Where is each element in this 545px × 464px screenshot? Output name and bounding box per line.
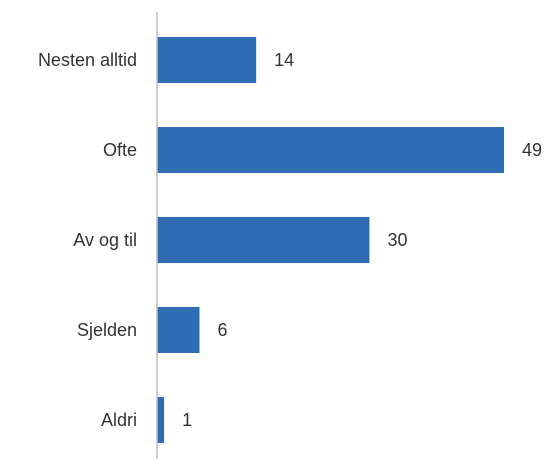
data-label-3: 6 [217,320,227,340]
category-label-1: Ofte [103,140,137,160]
data-label-0: 14 [274,50,294,70]
category-label-3: Sjelden [77,320,137,340]
bar-3 [157,307,200,353]
data-label-4: 1 [182,410,192,430]
category-label-0: Nesten alltid [38,50,137,70]
bar-1 [157,127,504,173]
data-label-2: 30 [387,230,407,250]
data-labels-group: 14 49 30 6 1 [182,50,542,430]
bar-4 [157,397,165,443]
bars-group [157,37,504,443]
bar-2 [157,217,370,263]
data-label-1: 49 [522,140,542,160]
bar-0 [157,37,257,83]
category-label-4: Aldri [101,410,137,430]
category-labels-group: Nesten alltid Ofte Av og til Sjelden Aldri [38,50,137,430]
category-label-2: Av og til [73,230,137,250]
